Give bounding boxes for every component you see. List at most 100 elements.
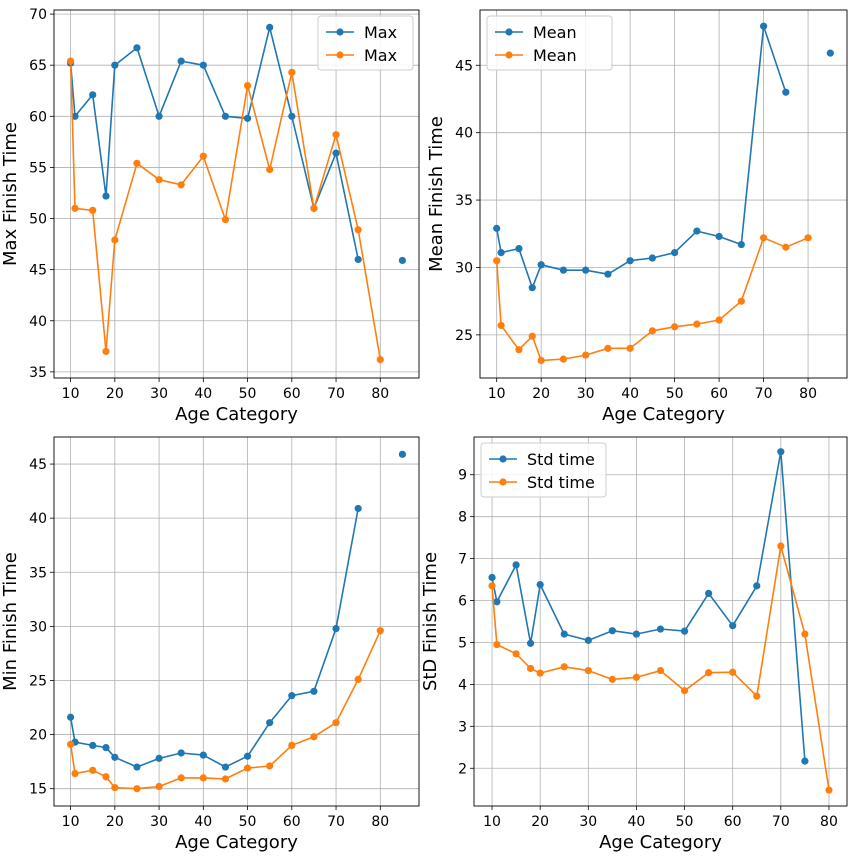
legend-swatch-marker	[336, 51, 344, 59]
x-tick-label: 30	[150, 386, 168, 402]
y-tick-label: 60	[29, 109, 47, 125]
data-point	[604, 344, 612, 352]
data-point	[560, 630, 568, 638]
data-point	[266, 719, 274, 727]
data-point	[111, 784, 119, 792]
data-point	[332, 624, 340, 633]
data-point	[398, 450, 407, 458]
x-tick-label: 60	[710, 386, 728, 402]
data-point	[221, 763, 230, 771]
data-point	[102, 773, 110, 781]
y-tick-label: 15	[29, 782, 47, 798]
y-tick-label: 9	[458, 468, 467, 484]
subplot-4: 10 20 30 40 50 60 70 80 2 3 4 5 6 7 8 9 Age Category StD …	[420, 436, 848, 853]
data-point	[759, 22, 768, 30]
y-tick-label: 40	[29, 511, 47, 527]
data-point	[310, 204, 318, 212]
data-point	[354, 504, 362, 513]
data-point	[604, 270, 612, 278]
data-point	[102, 347, 110, 356]
data-point	[584, 666, 592, 675]
data-point	[398, 256, 407, 265]
data-point	[111, 753, 119, 761]
y-tick-label: 45	[29, 263, 47, 279]
x-tick-label: 80	[820, 814, 838, 830]
x-tick-label: 10	[488, 386, 506, 402]
data-point	[826, 49, 834, 57]
x-tick-label: 70	[755, 386, 773, 402]
data-point	[199, 152, 207, 160]
legend-label: Std time	[527, 450, 595, 469]
data-point	[89, 766, 97, 774]
subplot-3: 10 20 30 40 50 60 70 80 15 20 25 30 35 40 45 Age Catego…	[0, 436, 420, 853]
x-tick-label: 30	[577, 386, 595, 402]
data-point	[66, 740, 75, 748]
data-point	[66, 57, 75, 65]
series-1	[66, 450, 407, 771]
data-point	[177, 749, 185, 757]
data-point	[89, 206, 97, 214]
x-tick-label: 70	[327, 386, 345, 402]
data-point	[671, 249, 679, 257]
legend-swatch-marker	[505, 51, 513, 59]
y-tick-label: 6	[458, 594, 467, 610]
y-tick-label: 20	[29, 728, 47, 744]
data-point	[243, 82, 252, 90]
data-point	[133, 159, 141, 167]
x-tick-label: 10	[483, 814, 501, 830]
data-point	[493, 598, 501, 606]
data-point	[310, 733, 318, 741]
legend-label: Max	[364, 23, 397, 42]
data-point	[715, 316, 723, 324]
data-point	[488, 582, 496, 590]
data-point	[288, 68, 296, 76]
x-tick-label: 40	[628, 814, 646, 830]
data-point	[515, 346, 523, 354]
data-point	[376, 356, 384, 364]
series-1	[493, 22, 834, 292]
data-point	[288, 692, 296, 700]
axes-frame	[473, 436, 848, 807]
data-point	[243, 114, 252, 122]
legend: Max Max	[317, 15, 414, 71]
y-tick-label: 35	[29, 365, 47, 381]
x-tick-label: 80	[799, 386, 817, 402]
data-point	[526, 639, 535, 647]
data-point	[648, 327, 656, 335]
data-point	[133, 785, 141, 793]
data-point	[777, 542, 785, 550]
series-2	[66, 627, 384, 793]
legend-box	[480, 442, 607, 498]
data-point	[801, 630, 809, 638]
y-tick-label: 2	[458, 761, 467, 777]
y-tick-label: 30	[29, 619, 47, 635]
axes-frame	[479, 9, 848, 379]
series-2	[488, 542, 833, 794]
data-point	[537, 356, 545, 365]
data-point	[266, 23, 274, 31]
y-tick-label: 7	[458, 552, 467, 568]
x-tick-label: 60	[283, 814, 301, 830]
data-point	[89, 91, 97, 99]
data-point	[693, 227, 701, 235]
y-axis-label: Min Finish Time	[0, 552, 21, 691]
y-tick-label: 25	[29, 673, 47, 689]
x-tick-label: 60	[283, 386, 301, 402]
data-point	[705, 589, 713, 598]
x-tick-label: 40	[621, 386, 639, 402]
series-line	[69, 61, 382, 360]
data-point	[608, 627, 616, 635]
data-point	[559, 355, 568, 363]
data-point	[354, 226, 362, 234]
data-point	[66, 713, 75, 721]
y-tick-label: 50	[29, 212, 47, 228]
x-tick-label: 70	[772, 814, 790, 830]
y-axis-label: Max Finish Time	[0, 122, 21, 266]
data-point	[582, 351, 590, 359]
subplot-1: 10 20 30 40 50 60 70 80 35 40 45 50 55 60 65 70 Age Cate…	[0, 7, 420, 425]
legend-box	[486, 15, 613, 71]
data-point	[177, 774, 185, 782]
data-point	[804, 234, 812, 242]
x-tick-label: 50	[239, 814, 257, 830]
data-point	[680, 687, 689, 695]
